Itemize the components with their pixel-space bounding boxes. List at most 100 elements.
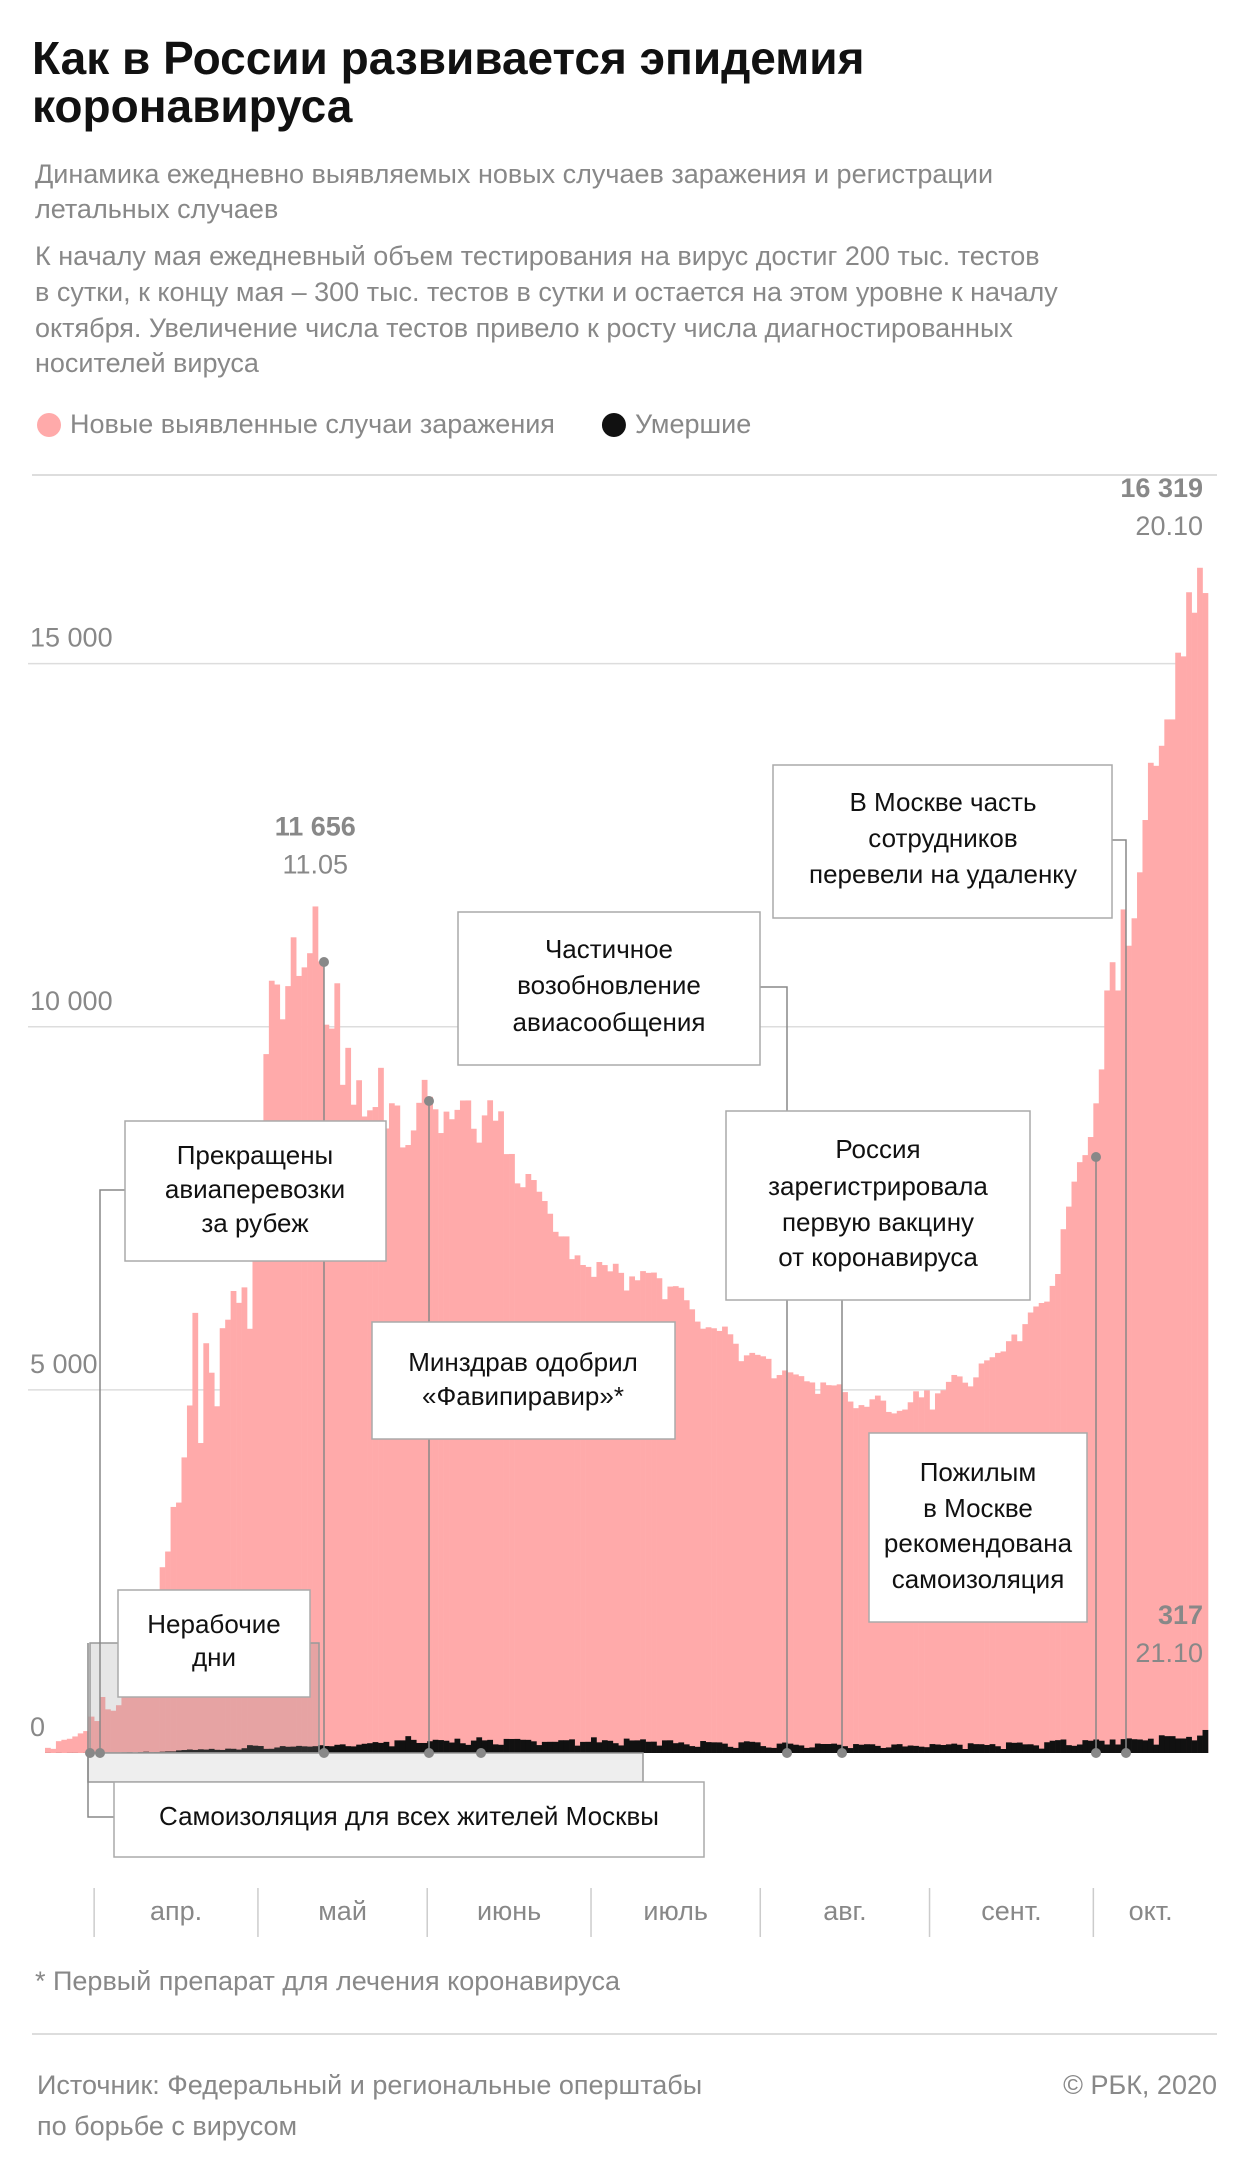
bar xyxy=(530,1741,537,1753)
bar xyxy=(902,1746,908,1753)
value-label: 16 319 xyxy=(1120,473,1203,503)
bar xyxy=(181,1750,188,1753)
bar xyxy=(569,1739,575,1753)
annotation-text: Россия xyxy=(835,1134,920,1164)
bar xyxy=(247,1745,253,1753)
bar xyxy=(465,1744,472,1753)
bar xyxy=(814,1393,821,1753)
bar xyxy=(290,1746,297,1753)
annotation: Нерабочие дни xyxy=(117,1589,311,1698)
bar xyxy=(110,1710,117,1753)
bar xyxy=(989,1744,996,1753)
bar xyxy=(165,1751,171,1753)
bar xyxy=(858,1744,865,1753)
bar xyxy=(536,1745,543,1753)
bar xyxy=(754,1354,761,1753)
bar xyxy=(1104,1744,1111,1753)
annotation-text: В Москве часть xyxy=(849,787,1036,817)
bar xyxy=(1202,593,1209,1753)
annotation: Прекращены авиаперевозки за рубеж xyxy=(124,1120,387,1262)
bar xyxy=(743,1741,750,1753)
bar xyxy=(405,1736,412,1753)
date-label: 20.10 xyxy=(1135,511,1203,541)
bar xyxy=(547,1741,554,1753)
bar xyxy=(492,1744,499,1753)
bar xyxy=(831,1385,838,1753)
bar xyxy=(618,1272,625,1753)
bar xyxy=(1109,1739,1116,1753)
bar xyxy=(634,1280,641,1753)
bar xyxy=(1109,962,1116,1753)
bar xyxy=(541,1201,548,1753)
footnote: * Первый препарат для лечения коронавиру… xyxy=(35,1966,621,1996)
annotation-text: Пожилым xyxy=(920,1457,1037,1487)
annotation: В Москве часть сотрудников перевели на у… xyxy=(772,764,1113,919)
bar xyxy=(809,1382,816,1753)
bar xyxy=(318,961,324,1753)
leader-dot xyxy=(319,957,329,967)
bar xyxy=(509,1738,515,1753)
bar xyxy=(514,1738,521,1753)
bar xyxy=(1142,820,1149,1753)
legend-label: Новые выявленные случаи заражения xyxy=(70,409,555,439)
bar xyxy=(749,1741,756,1753)
bar xyxy=(45,1747,51,1753)
bar xyxy=(634,1740,641,1753)
y-tick-label: 0 xyxy=(30,1712,45,1742)
bar xyxy=(569,1259,575,1753)
bar xyxy=(700,1328,706,1753)
bar xyxy=(558,1740,565,1753)
bar xyxy=(476,1142,483,1753)
bar xyxy=(585,1741,592,1753)
bar xyxy=(1087,1137,1094,1753)
bar xyxy=(929,1744,936,1753)
copyright: © РБК, 2020 xyxy=(1063,2070,1217,2100)
annotation-text: зарегистрировала xyxy=(768,1171,988,1201)
annotation: Россия зарегистрировала первую вакцину о… xyxy=(725,1110,1031,1301)
bar xyxy=(711,1742,717,1753)
leader-line xyxy=(99,1189,125,1753)
legend-swatch xyxy=(601,413,626,437)
bar xyxy=(651,1272,657,1753)
bar xyxy=(334,1744,341,1753)
annotation-layer: Прекращены авиаперевозки за рубеж Нерабо… xyxy=(85,764,1131,1858)
bar xyxy=(443,1740,450,1753)
bar xyxy=(405,1145,412,1753)
bar xyxy=(334,983,341,1753)
bar xyxy=(967,1743,974,1753)
bar xyxy=(847,1748,854,1753)
bar xyxy=(629,1740,635,1753)
bar xyxy=(716,1330,723,1753)
bar xyxy=(1180,1738,1187,1753)
bar xyxy=(410,1130,417,1753)
bar xyxy=(1186,1736,1192,1753)
bar xyxy=(820,1743,827,1753)
leader-dot xyxy=(1091,1748,1101,1758)
bar xyxy=(1027,1744,1034,1753)
bar xyxy=(738,1361,745,1753)
bar xyxy=(1191,612,1198,1753)
bar xyxy=(580,1265,586,1753)
bar xyxy=(645,1741,652,1753)
bar xyxy=(558,1236,565,1753)
leader-line xyxy=(87,1643,114,1818)
description: К началу мая ежедневный объем тестирован… xyxy=(35,241,1040,271)
bar xyxy=(1082,1740,1089,1753)
bar xyxy=(825,1743,832,1753)
bar xyxy=(115,1705,122,1753)
bar xyxy=(651,1741,657,1753)
legend: Новые выявленные случаи заражения Умершие xyxy=(37,409,751,439)
bar xyxy=(656,1745,663,1753)
bar xyxy=(864,1744,870,1753)
bar xyxy=(661,1299,668,1753)
bar xyxy=(760,1356,767,1753)
bar xyxy=(383,1128,390,1753)
bar xyxy=(793,1744,799,1753)
bar xyxy=(732,1343,739,1753)
bar xyxy=(498,1744,504,1753)
bar xyxy=(552,1741,559,1753)
bar xyxy=(1033,1745,1040,1753)
bar xyxy=(853,1744,859,1753)
bar xyxy=(1153,765,1160,1753)
bar xyxy=(798,1376,805,1753)
